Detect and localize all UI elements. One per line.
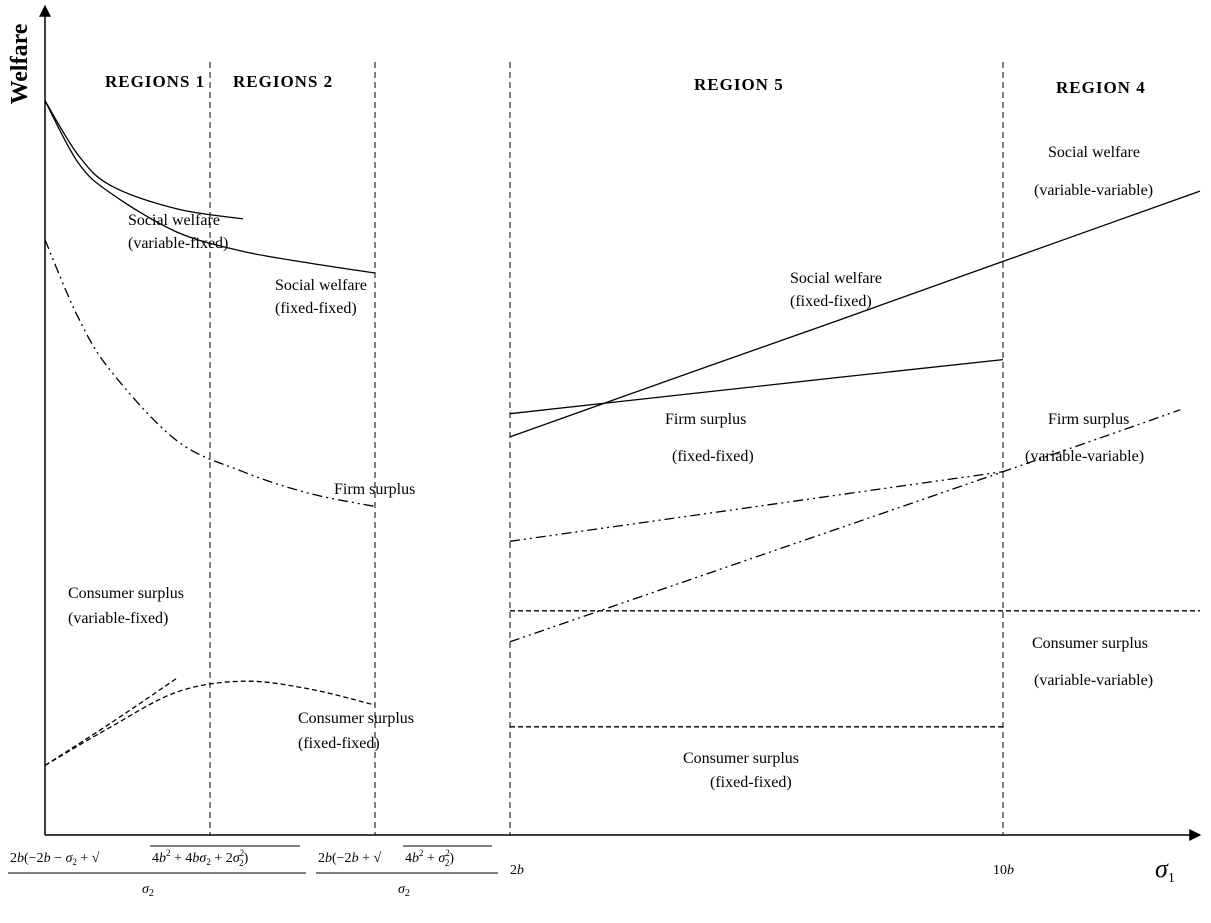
annot-cs-ff-a-2: (fixed-fixed) (298, 735, 380, 752)
annot-fs-ff-2: (fixed-fixed) (672, 448, 754, 465)
region-label-1: REGIONS 1 (105, 72, 205, 91)
annot-fs-vv-2: (variable-variable) (1025, 448, 1144, 465)
x-tick-boundary-2: 2b(−2b + √ 4b2 + σ2 2) σ2 (316, 845, 498, 899)
region-label-4: REGION 4 (1056, 78, 1146, 97)
annot-cs-vv-2: (variable-variable) (1034, 672, 1153, 689)
region-label-5: REGION 5 (694, 75, 784, 94)
series-group (44, 100, 1201, 766)
sw-ff-left-line (44, 100, 376, 274)
annot-sw-vv-1: Social welfare (1048, 144, 1140, 161)
annot-sw-vf-2: (variable-fixed) (128, 235, 228, 252)
annot-sw-ff-a-2: (fixed-fixed) (275, 300, 357, 317)
sw-vf-line (44, 100, 244, 220)
svg-text:2b(−2b − σ2 + √: 2b(−2b − σ2 + √ (10, 851, 100, 867)
annot-sw-ff-a-1: Social welfare (275, 277, 367, 294)
annot-sw-vf-1: Social welfare (128, 212, 220, 229)
fs-left-line (44, 239, 376, 508)
cs-vf-line (44, 677, 178, 766)
svg-text:4b2 + σ22): 4b2 + σ2 2) (405, 848, 454, 868)
cs-ff-left-line (44, 680, 376, 766)
x-axis-title: σ1 (1155, 854, 1175, 886)
annot-cs-vf-2: (variable-fixed) (68, 610, 168, 627)
x-tick-10b: 10b (993, 863, 1014, 878)
fs-vv-line (509, 409, 1181, 643)
annot-sw-ff-b-2: (fixed-fixed) (790, 293, 872, 310)
y-axis-title: Welfare (7, 23, 33, 104)
sw-ff-right-line (509, 358, 1004, 415)
annot-cs-ff-b-1: Consumer surplus (683, 750, 799, 767)
annot-sw-ff-b-1: Social welfare (790, 270, 882, 287)
region-label-2: REGIONS 2 (233, 72, 333, 91)
fs-ff-right-line (509, 471, 1004, 542)
annot-sw-vv-2: (variable-variable) (1034, 182, 1153, 199)
x-tick-2b: 2b (510, 863, 524, 878)
annot-cs-vf-1: Consumer surplus (68, 585, 184, 602)
region-boundaries (209, 62, 1004, 835)
svg-text:σ2: σ2 (142, 882, 154, 899)
annot-fs-left: Firm surplus (334, 481, 415, 498)
annot-cs-ff-a-1: Consumer surplus (298, 710, 414, 727)
annot-fs-vv-1: Firm surplus (1048, 411, 1129, 428)
annot-fs-ff-1: Firm surplus (665, 411, 746, 428)
x-tick-boundary-1: 2b(−2b − σ2 + √ 4b2 + 4bσ2 + 2σ2 2) σ2 (8, 845, 306, 899)
svg-text:2b(−2b + √: 2b(−2b + √ (318, 851, 381, 866)
svg-text:σ2: σ2 (398, 882, 410, 899)
annot-cs-vv-1: Consumer surplus (1032, 635, 1148, 652)
annot-cs-ff-b-2: (fixed-fixed) (710, 774, 792, 791)
sw-vv-line (509, 190, 1201, 438)
